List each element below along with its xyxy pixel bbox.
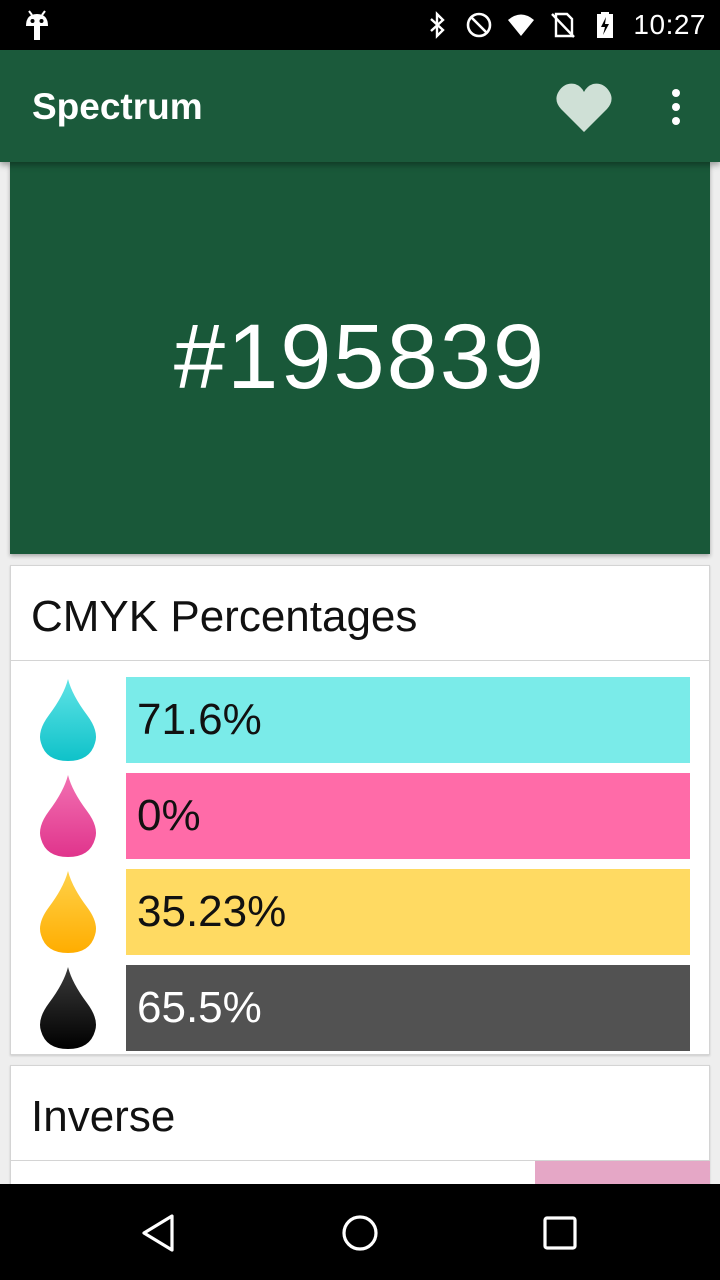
- status-time: 10:27: [633, 9, 706, 40]
- do-not-disturb-icon: [467, 12, 492, 38]
- cmyk-title: CMYK Percentages: [31, 592, 418, 641]
- cyan-value: 71.6%: [137, 695, 262, 744]
- cmyk-card: CMYK Percentages 71.6% 0% 35.23% 65.5%: [10, 565, 710, 1055]
- battery-charging-icon: [597, 12, 614, 38]
- inverse-title: Inverse: [31, 1092, 176, 1141]
- cmyk-row-magenta: 0%: [11, 773, 709, 859]
- magenta-drop-icon: [40, 775, 96, 857]
- cyan-drop-icon: [40, 679, 96, 761]
- wifi-icon: [508, 14, 535, 36]
- yellow-bar: [126, 869, 690, 955]
- yellow-value: 35.23%: [137, 887, 287, 936]
- navigation-bar: [0, 1184, 720, 1280]
- home-circle-icon[interactable]: [339, 1212, 381, 1254]
- status-bar: 10:27: [0, 0, 720, 50]
- android-icon: [26, 10, 48, 40]
- cmyk-row-yellow: 35.23%: [11, 869, 709, 955]
- inverse-header: Inverse: [11, 1066, 709, 1161]
- cmyk-row-cyan: 71.6%: [11, 677, 709, 763]
- black-drop-icon: [40, 967, 96, 1049]
- magenta-bar: [126, 773, 690, 859]
- yellow-drop-icon: [40, 871, 96, 953]
- magenta-value: 0%: [137, 791, 201, 840]
- cmyk-header: CMYK Percentages: [11, 566, 709, 661]
- more-vert-icon[interactable]: [660, 86, 692, 130]
- color-preview: #195839: [10, 162, 710, 554]
- hex-value: #195839: [173, 305, 547, 408]
- heart-icon[interactable]: [555, 82, 613, 134]
- back-triangle-icon[interactable]: [139, 1212, 181, 1254]
- cmyk-row-key: 65.5%: [11, 965, 709, 1051]
- key-bar: [126, 965, 690, 1051]
- app-title: Spectrum: [32, 86, 203, 127]
- bluetooth-icon: [430, 11, 446, 39]
- key-value: 65.5%: [137, 983, 262, 1032]
- no-sim-icon: [551, 12, 576, 38]
- cyan-bar: [126, 677, 690, 763]
- app-bar: Spectrum: [0, 50, 720, 162]
- recents-square-icon[interactable]: [539, 1212, 581, 1254]
